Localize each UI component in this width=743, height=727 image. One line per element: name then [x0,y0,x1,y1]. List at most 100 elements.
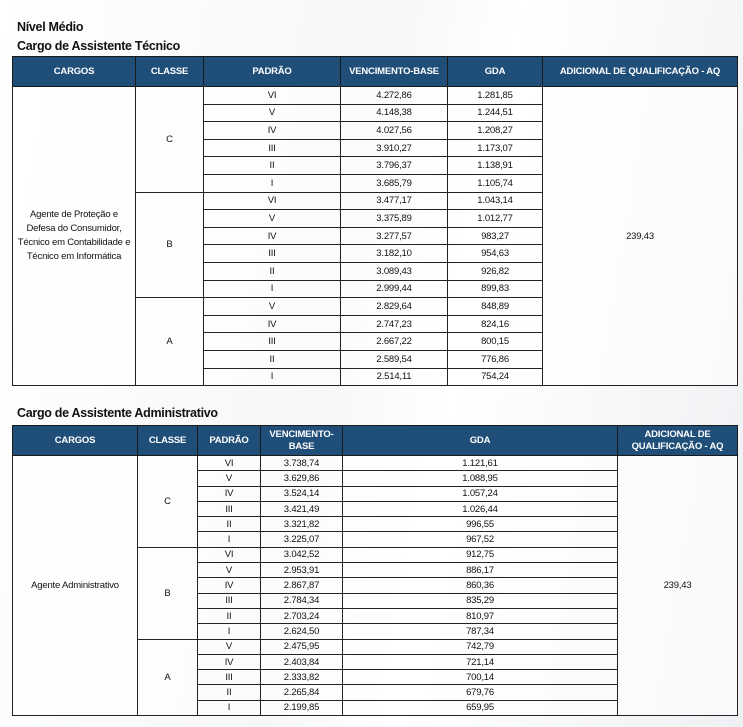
vencimento-cell: 3.089,43 [340,261,448,281]
gda-cell: 860,36 [342,577,618,594]
padrao-cell: I [197,531,261,548]
vencimento-cell: 3.796,37 [340,156,448,175]
header-padrao: PADRÃO [203,56,341,87]
gda-cell: 810,97 [342,607,618,625]
header-gda: GDA [342,425,618,456]
padrao-cell: V [197,638,261,655]
padrao-cell: VI [197,546,261,564]
gda-cell: 1.281,85 [447,86,543,105]
header-row: CARGOS CLASSE PADRÃO VENCIMENTO-BASE GDA ADIC… [12,56,738,87]
vencimento-cell: 3.477,17 [340,191,448,211]
header-classe: CLASSE [137,425,198,456]
classe-cell: A [135,297,204,387]
vencimento-cell: 3.225,07 [260,531,343,548]
vencimento-cell: 3.182,10 [340,244,448,263]
table-row: I 2.624,50 787,34 [13,623,738,640]
padrao-cell: IV [197,577,261,594]
gda-cell: 754,24 [447,367,543,387]
vencimento-cell: 3.738,74 [260,454,343,472]
page-title: Nível Médio [17,20,84,34]
table-row: B VI 3.477,17 1.043,14 [13,191,738,299]
gda-cell: 1.012,77 [447,209,543,228]
gda-cell: 1.105,74 [447,173,543,193]
classe-cell: C [135,86,204,193]
header-classe: CLASSE [135,56,204,87]
cargo-cell: Agente Administrativo [12,454,138,717]
vencimento-cell: 2.514,11 [340,367,448,387]
header-aq: ADICIONAL DE QUALIFICAÇÃO - AQ [617,425,738,456]
vencimento-cell: 3.042,52 [260,546,343,564]
gda-cell: 1.088,95 [342,470,618,487]
vencimento-cell: 2.747,23 [340,314,448,334]
gda-cell: 1.057,24 [342,485,618,502]
gda-cell: 659,95 [342,699,618,717]
classe-cell: C [137,455,198,548]
vencimento-cell: 2.784,34 [260,592,343,609]
gda-cell: 835,29 [342,592,618,609]
padrao-cell: II [203,349,341,369]
padrao-cell: VI [197,454,261,472]
vencimento-cell: 3.421,49 [260,500,343,518]
gda-cell: 1.244,51 [447,103,543,123]
table-row: IV 3.277,57 983,27 [13,226,738,246]
vencimento-cell: 2.953,91 [260,562,343,579]
table-row: III 2.667,22 800,15 [13,332,738,351]
table-row: III 2.784,34 835,29 [13,592,738,609]
vencimento-cell: 3.277,57 [340,226,448,246]
padrao-cell: IV [203,121,341,140]
vencimento-cell: 2.867,87 [260,577,343,594]
gda-cell: 679,76 [342,684,618,701]
gda-cell: 1.026,44 [342,500,618,518]
gda-cell: 996,55 [342,516,618,533]
padrao-cell: II [197,684,261,701]
gda-cell: 742,79 [342,638,618,655]
padrao-cell: V [197,470,261,487]
gda-cell: 1.121,61 [342,454,618,472]
table-row: A V 2.829,64 848,89 [13,297,738,387]
gda-cell: 1.138,91 [447,156,543,175]
gda-cell: 967,52 [342,531,618,548]
padrao-cell: VI [203,86,341,105]
header-aq: ADICIONAL DE QUALIFICAÇÃO - AQ [542,56,738,87]
table-row: Agente Administrativo C VI 3.738,74 1.121,61… [12,454,738,717]
cargo-cell: Agente de Proteção e Defesa do Consumido… [12,85,136,387]
table-row: I 3.685,79 1.105,74 [13,173,738,193]
padrao-cell: III [197,669,261,686]
padrao-cell: II [197,607,261,625]
gda-cell: 899,83 [447,279,543,299]
padrao-cell: IV [203,226,341,246]
vencimento-cell: 2.667,22 [340,332,448,351]
vencimento-cell: 2.624,50 [260,623,343,640]
vencimento-cell: 2.333,82 [260,669,343,686]
salary-table-assistente-tecnico: CARGOS CLASSE PADRÃO VENCIMENTO-BASE GDA ADIC… [12,56,738,387]
header-vencimento-base: VENCIMENTO-BASE [260,425,343,456]
vencimento-cell: 2.265,84 [260,684,343,701]
gda-cell: 983,27 [447,226,543,246]
table-row: III 3.910,27 1.173,07 [13,138,738,158]
vencimento-cell: 3.910,27 [340,138,448,158]
vencimento-cell: 3.629,86 [260,470,343,487]
vencimento-cell: 2.703,24 [260,607,343,625]
table-row: Agente de Proteção e Defesa do Consumido… [12,85,738,387]
vencimento-cell: 2.829,64 [340,297,448,316]
table-row: IV 2.747,23 824,16 [13,314,738,334]
classe-cell: B [135,191,204,299]
padrao-cell: II [197,516,261,533]
aq-cell: 239,43 [617,454,738,717]
table-row: III 3.182,10 954,63 [13,244,738,263]
padrao-cell: IV [197,653,261,671]
header-cargos: CARGOS [12,56,136,87]
table-row: II 2.589,54 776,86 [13,349,738,369]
gda-cell: 1.043,14 [447,191,543,211]
vencimento-cell: 3.685,79 [340,173,448,193]
vencimento-cell: 3.524,14 [260,485,343,502]
header-padrao: PADRÃO [197,425,261,456]
padrao-cell: IV [203,314,341,334]
padrao-cell: I [197,699,261,717]
vencimento-cell: 2.403,84 [260,653,343,671]
vencimento-cell: 4.148,38 [340,103,448,123]
vencimento-cell: 3.321,82 [260,516,343,533]
gda-cell: 800,15 [447,332,543,351]
table-row: I 2.514,11 754,24 [13,367,738,387]
table-row: III 2.333,82 700,14 [13,669,738,686]
